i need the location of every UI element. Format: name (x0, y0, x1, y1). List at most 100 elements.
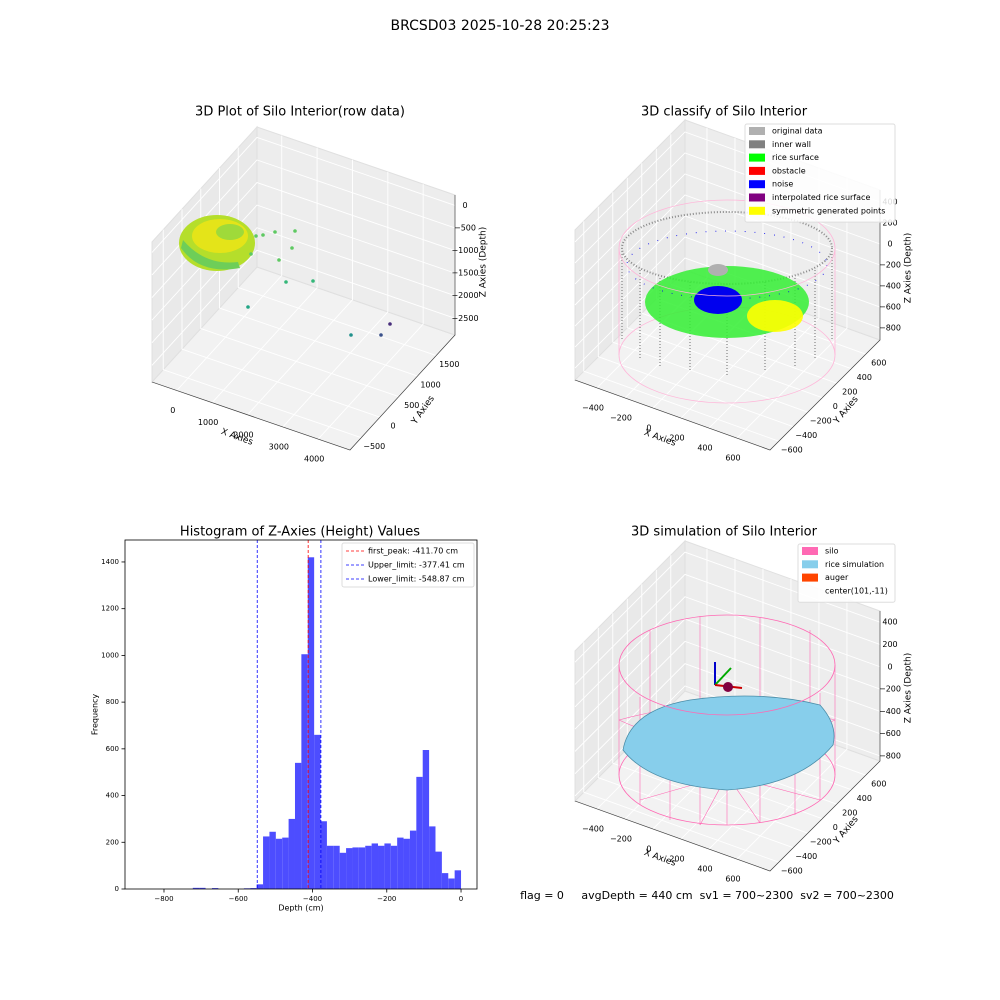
legend-swatch (802, 560, 818, 569)
bar (352, 847, 359, 889)
grid-line (626, 177, 823, 399)
bar (192, 887, 200, 889)
legend-swatch (749, 127, 765, 135)
bar (346, 848, 353, 889)
grid-line (597, 627, 794, 849)
grid-line (574, 257, 881, 369)
grid-line (574, 194, 881, 306)
legend-label: silo (825, 547, 839, 556)
axis-line (574, 190, 881, 451)
bar (454, 870, 462, 889)
y-tick-label: 400 (106, 792, 119, 800)
bar (371, 843, 379, 889)
bar (339, 852, 347, 889)
grid-line (574, 640, 881, 752)
y-tick-label: 400 (857, 794, 872, 803)
bar (275, 838, 283, 889)
bar (378, 845, 385, 889)
chart-title: 3D simulation of Silo Interior (631, 525, 818, 540)
y-tick-label: 200 (106, 838, 119, 846)
y-tick-label: 0 (115, 885, 119, 893)
x-tick-label: 600 (725, 454, 740, 463)
point (254, 234, 258, 238)
grid-line (736, 178, 848, 439)
y-tick-label: 500 (404, 401, 419, 410)
x-tick-label: 0 (646, 423, 651, 432)
x-tick-label: 1000 (198, 418, 218, 427)
legend-label: noise (772, 180, 793, 189)
legend-label: Lower_limit: -548.87 cm (368, 575, 465, 584)
axis-label: Z Axies (Depth) (904, 233, 914, 304)
z-tick-label: −1000 (451, 246, 478, 255)
point-cloud-raw (179, 215, 392, 337)
point-cloud-classified (618, 199, 836, 404)
x-tick-label: −400 (303, 895, 322, 903)
z-tick-label: 0 (887, 662, 892, 671)
grid-line (219, 168, 418, 377)
y-axis-label: Frequency (91, 694, 100, 736)
y-tick-label: −200 (810, 417, 832, 426)
y-tick-label: 1400 (101, 558, 119, 566)
bar (422, 750, 430, 889)
x-tick-label: 2000 (233, 430, 253, 439)
bar (397, 837, 404, 889)
legend-swatch (749, 206, 765, 215)
y-tick-label: −200 (810, 838, 832, 847)
x-tick-label: −400 (582, 824, 604, 833)
chart-title: Histogram of Z-Axies (Height) Values (180, 525, 420, 540)
x-tick-label: −200 (610, 834, 632, 843)
point (293, 229, 297, 233)
bar (263, 836, 270, 889)
chart-title: 3D classify of Silo Interior (641, 105, 808, 120)
bar (333, 845, 340, 889)
legend-label: inner wall (772, 140, 811, 149)
x-tick-label: 0 (459, 895, 463, 903)
x-tick-label: 0 (646, 844, 651, 853)
legend-label: auger (825, 573, 849, 582)
legend-label: symmetric generated points (772, 206, 885, 215)
z-tick-label: −400 (879, 707, 901, 716)
legend-swatch (802, 573, 818, 582)
y-tick-label: 200 (842, 809, 857, 818)
z-tick-label: −800 (879, 751, 901, 760)
bar (294, 762, 302, 889)
grid-line (151, 227, 456, 344)
y-tick-label: 0 (833, 402, 838, 411)
legend-swatch (802, 547, 818, 555)
x-tick-label: 600 (725, 875, 740, 884)
rice-simulation (622, 695, 835, 791)
z-tick-label: −600 (879, 303, 901, 312)
bar (307, 557, 315, 889)
point (290, 246, 294, 250)
rice-blob-edge (181, 240, 240, 270)
grid-line (247, 159, 353, 416)
axis-label: Z Axies (Depth) (479, 227, 489, 298)
grid-line (583, 221, 779, 442)
noise-scatter (626, 230, 828, 300)
legend-swatch (749, 140, 765, 149)
x-axis-label: Depth (cm) (278, 904, 323, 913)
grid-line (162, 229, 362, 439)
axis-line (574, 611, 881, 872)
x-tick-label: 400 (697, 444, 712, 453)
bar (301, 654, 308, 889)
grid-line (237, 147, 437, 356)
bar (390, 845, 398, 889)
z-tick-label: −2500 (451, 314, 478, 323)
status-annotation: flag = 0 avgDepth = 440 cm sv1 = 700~230… (520, 889, 894, 902)
legend-swatch (749, 166, 765, 175)
legend-swatch (749, 153, 765, 162)
original-top (708, 264, 728, 276)
auger (723, 682, 733, 692)
bar (441, 873, 449, 889)
y-tick-label: 0 (833, 823, 838, 832)
grid-line (151, 136, 456, 253)
z-tick-label: −2000 (451, 291, 478, 300)
bar (288, 818, 295, 889)
figure-title: BRCSD03 2025-10-28 20:25:23 (390, 18, 609, 34)
bar (429, 826, 436, 889)
point (277, 258, 281, 262)
chart-title: 3D Plot of Silo Interior(row data) (195, 105, 405, 120)
x-tick-label: 4000 (304, 455, 324, 464)
